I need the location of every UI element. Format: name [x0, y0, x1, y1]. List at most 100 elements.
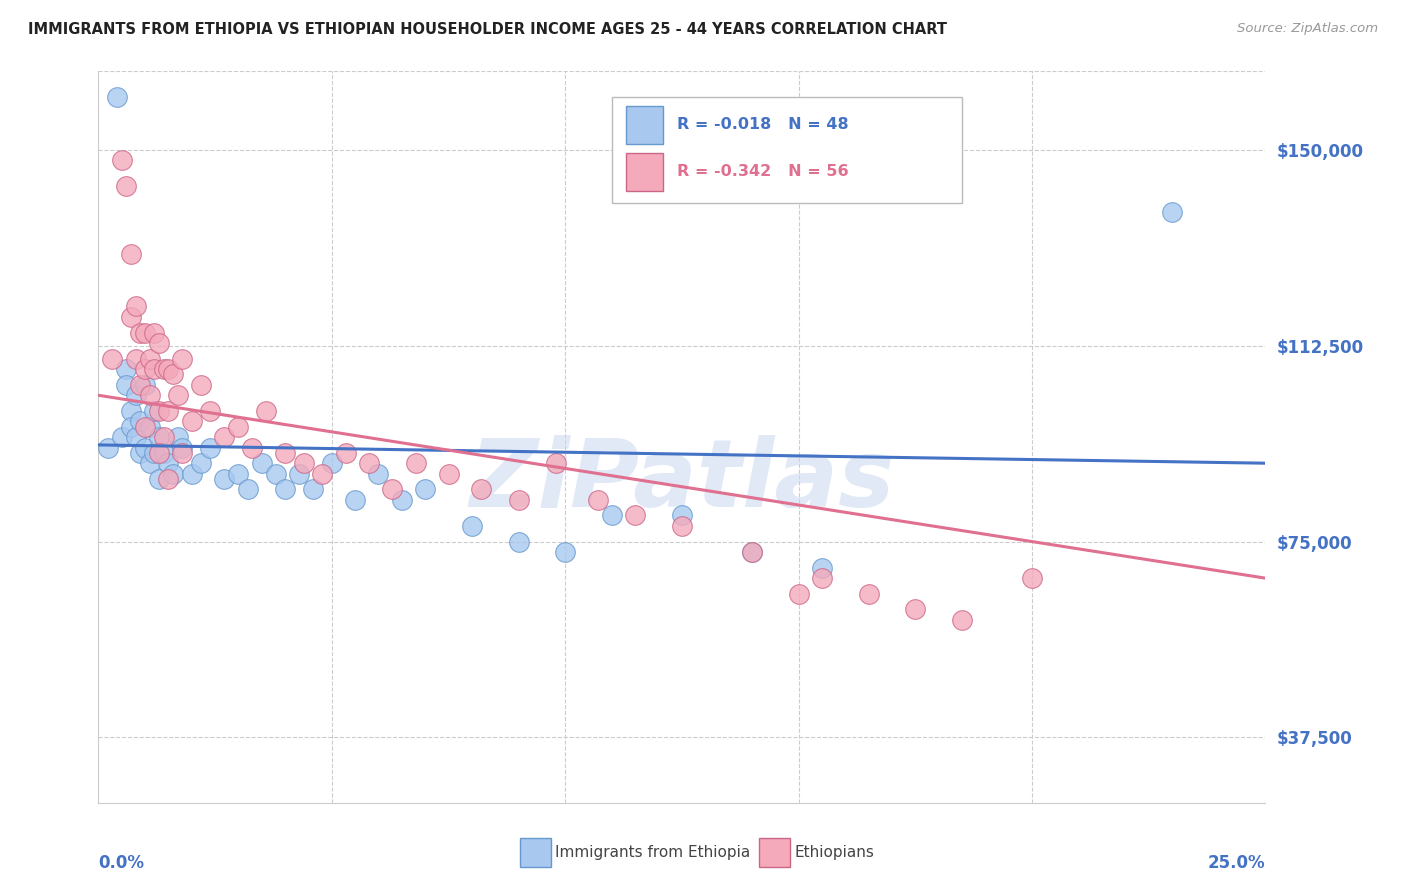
Point	[97, 441, 120, 455]
Point	[600, 508, 623, 523]
Point	[321, 456, 343, 470]
Point	[811, 560, 834, 574]
Point	[228, 467, 250, 481]
Point	[508, 492, 530, 507]
Point	[148, 430, 170, 444]
Point	[858, 587, 880, 601]
Point	[134, 362, 156, 376]
Text: Ethiopians: Ethiopians	[794, 846, 875, 860]
Point	[166, 388, 188, 402]
Point	[152, 446, 174, 460]
Point	[162, 368, 184, 382]
Point	[125, 430, 148, 444]
Point	[214, 472, 236, 486]
Point	[120, 310, 142, 324]
Point	[554, 545, 576, 559]
Point	[671, 519, 693, 533]
Point	[256, 404, 278, 418]
Point	[413, 483, 436, 497]
Text: 25.0%: 25.0%	[1208, 854, 1265, 872]
Point	[166, 430, 188, 444]
Point	[143, 404, 166, 418]
Point	[811, 571, 834, 585]
Point	[111, 430, 134, 444]
Point	[111, 153, 134, 168]
Point	[190, 456, 212, 470]
Point	[129, 377, 152, 392]
Point	[129, 446, 152, 460]
Point	[288, 467, 311, 481]
Text: ZiPatlas: ZiPatlas	[470, 435, 894, 527]
Point	[129, 414, 152, 428]
Point	[172, 446, 194, 460]
Point	[120, 404, 142, 418]
Point	[200, 441, 222, 455]
Point	[143, 362, 166, 376]
Point	[152, 430, 174, 444]
Point	[250, 456, 273, 470]
Point	[586, 492, 609, 507]
Point	[624, 508, 647, 523]
Point	[671, 508, 693, 523]
Point	[139, 419, 162, 434]
Point	[190, 377, 212, 392]
Point	[508, 534, 530, 549]
Point	[157, 362, 180, 376]
Point	[134, 419, 156, 434]
FancyBboxPatch shape	[626, 153, 664, 191]
Point	[172, 351, 194, 366]
Point	[1021, 571, 1043, 585]
Point	[544, 456, 567, 470]
Point	[148, 472, 170, 486]
Point	[274, 483, 297, 497]
Point	[274, 446, 297, 460]
Text: R = -0.342   N = 56: R = -0.342 N = 56	[678, 164, 849, 179]
Point	[148, 404, 170, 418]
Point	[200, 404, 222, 418]
Point	[172, 441, 194, 455]
Text: Immigrants from Ethiopia: Immigrants from Ethiopia	[555, 846, 751, 860]
Point	[157, 404, 180, 418]
Point	[125, 351, 148, 366]
Point	[335, 446, 357, 460]
Point	[391, 492, 413, 507]
Point	[367, 467, 389, 481]
Point	[125, 388, 148, 402]
Point	[157, 472, 180, 486]
Text: Source: ZipAtlas.com: Source: ZipAtlas.com	[1237, 22, 1378, 36]
Point	[180, 414, 202, 428]
Point	[101, 351, 124, 366]
Point	[311, 467, 333, 481]
Point	[405, 456, 427, 470]
Point	[125, 300, 148, 314]
Point	[162, 467, 184, 481]
Text: IMMIGRANTS FROM ETHIOPIA VS ETHIOPIAN HOUSEHOLDER INCOME AGES 25 - 44 YEARS CORR: IMMIGRANTS FROM ETHIOPIA VS ETHIOPIAN HO…	[28, 22, 948, 37]
Point	[228, 419, 250, 434]
Point	[139, 388, 162, 402]
Point	[115, 179, 138, 194]
Point	[381, 483, 404, 497]
Point	[180, 467, 202, 481]
Point	[787, 587, 810, 601]
Point	[741, 545, 763, 559]
Point	[470, 483, 492, 497]
Point	[461, 519, 484, 533]
Point	[148, 446, 170, 460]
Point	[344, 492, 367, 507]
Point	[236, 483, 259, 497]
Point	[120, 419, 142, 434]
Point	[242, 441, 264, 455]
Point	[904, 602, 927, 616]
Point	[115, 362, 138, 376]
Point	[264, 467, 287, 481]
Point	[115, 377, 138, 392]
Point	[148, 336, 170, 351]
Point	[143, 446, 166, 460]
Point	[741, 545, 763, 559]
FancyBboxPatch shape	[626, 106, 664, 144]
Point	[143, 326, 166, 340]
Text: 0.0%: 0.0%	[98, 854, 145, 872]
Point	[139, 456, 162, 470]
Point	[134, 326, 156, 340]
Text: R = -0.018   N = 48: R = -0.018 N = 48	[678, 117, 849, 132]
